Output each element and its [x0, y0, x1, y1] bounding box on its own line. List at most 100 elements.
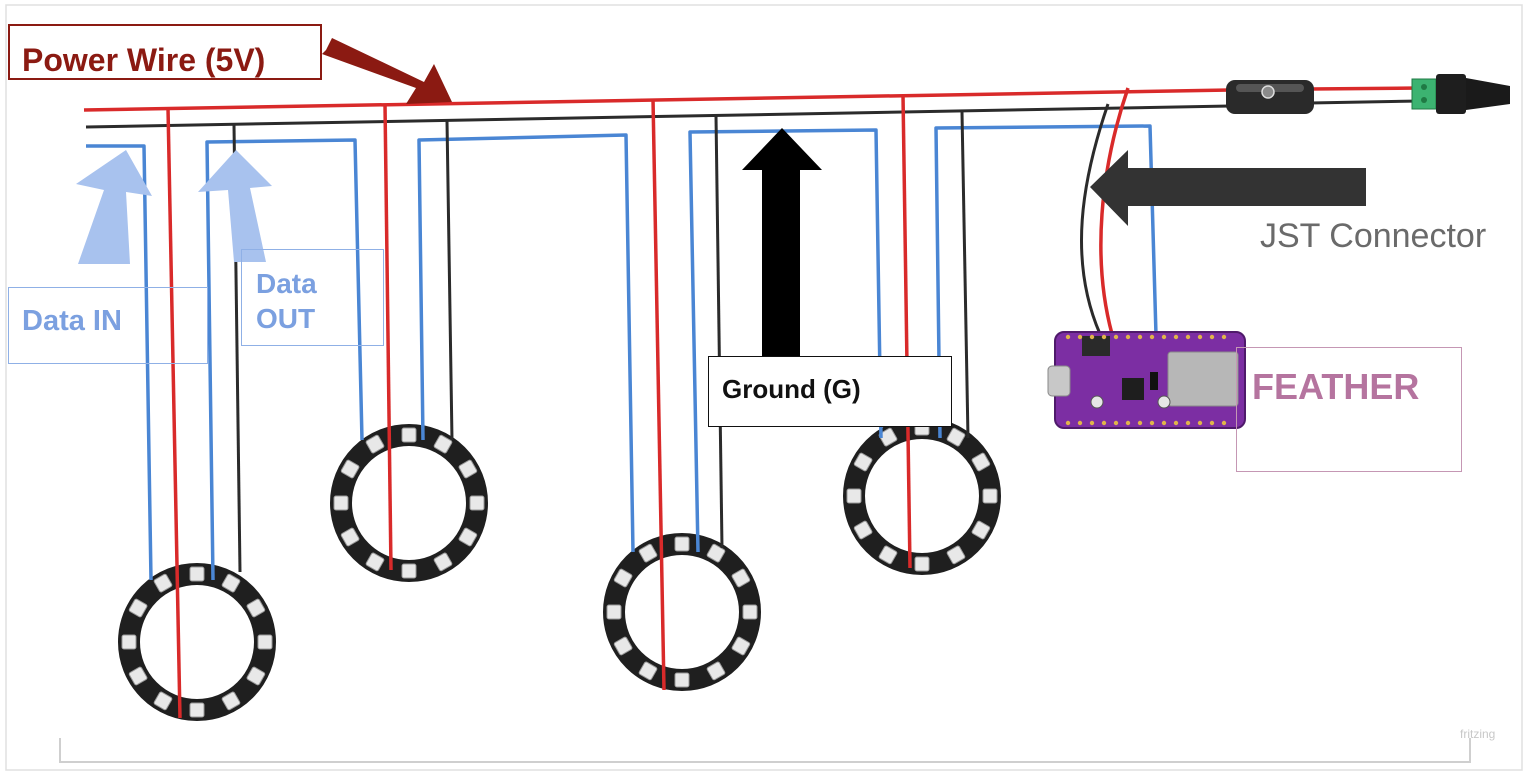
- feather-pin: [1161, 334, 1167, 340]
- ground-bus: [85, 104, 1231, 129]
- led-pixel: [731, 568, 751, 588]
- led-pixel: [433, 552, 453, 572]
- feather-pin: [1209, 334, 1215, 340]
- jst-connector-label: JST Connector: [1260, 217, 1487, 255]
- led-pixel: [458, 459, 478, 479]
- data-wires: [86, 124, 1158, 581]
- led-pixel: [257, 634, 273, 650]
- feather-pin: [1173, 420, 1179, 426]
- jst-arrow-icon: [1090, 150, 1366, 226]
- feather-pin: [1221, 420, 1227, 426]
- led-pixel: [613, 636, 633, 656]
- led-pixel: [982, 488, 998, 504]
- led-pixel: [128, 598, 148, 618]
- led-pixel: [333, 495, 349, 511]
- led-pixel: [706, 661, 726, 681]
- led-pixel: [121, 634, 137, 650]
- jst-power-lead: [1099, 87, 1130, 335]
- ground-arrow-icon: [742, 128, 822, 362]
- led-pixel: [971, 452, 991, 472]
- feather-pin: [1197, 334, 1203, 340]
- led-pixel: [731, 636, 751, 656]
- led-ring-4: [843, 417, 1001, 575]
- led-pixel: [674, 672, 690, 688]
- feather-label-box: [1236, 347, 1462, 472]
- data-out-label: Data OUT: [256, 268, 317, 334]
- power-label-box: [8, 24, 322, 80]
- feather-pin: [1161, 420, 1167, 426]
- led-pixel: [946, 427, 966, 447]
- led-pixel: [246, 598, 266, 618]
- feather-pin: [1065, 420, 1071, 426]
- feather-pin: [1089, 420, 1095, 426]
- power-drop-1: [166, 107, 182, 719]
- data-wire-4-out: [934, 124, 1158, 439]
- led-pixel: [153, 573, 173, 593]
- led-pixel: [613, 568, 633, 588]
- led-ring-1: [118, 563, 276, 721]
- dc-barrel-plug: [1411, 74, 1510, 114]
- led-pixel: [433, 434, 453, 454]
- led-pixel: [401, 563, 417, 579]
- data-wire-in: [86, 144, 153, 581]
- led-pixel: [853, 520, 873, 540]
- led-pixel: [853, 452, 873, 472]
- led-pixel: [914, 556, 930, 572]
- led-pixel: [638, 661, 658, 681]
- power-bus: [83, 88, 1231, 112]
- frame-border: [5, 4, 1523, 771]
- led-pixel: [971, 520, 991, 540]
- led-pixel: [606, 604, 622, 620]
- led-pixel: [153, 691, 173, 711]
- feather-label: FEATHER: [1252, 366, 1420, 407]
- feather-pin: [1185, 334, 1191, 340]
- ground-bus-to-plug: [1309, 99, 1421, 105]
- power-arrow-icon: [322, 38, 452, 104]
- feather-pin: [1113, 334, 1119, 340]
- led-pixel: [706, 543, 726, 563]
- ground-drop-3: [714, 115, 724, 549]
- feather-pin: [1173, 334, 1179, 340]
- led-pixel: [878, 545, 898, 565]
- data-out-arrow-icon: [198, 150, 272, 262]
- feather-pin: [1221, 334, 1227, 340]
- led-pixel: [946, 545, 966, 565]
- ground-label: Ground (G): [722, 374, 861, 404]
- feather-pin-headers: [1065, 334, 1227, 426]
- led-ring-2: [330, 424, 488, 582]
- feather-pin: [1125, 334, 1131, 340]
- led-pixel: [846, 488, 862, 504]
- led-pixel: [401, 427, 417, 443]
- inline-switch: [1226, 80, 1314, 114]
- feather-pin: [1125, 420, 1131, 426]
- feather-pin: [1065, 334, 1071, 340]
- data-in-arrow-icon: [76, 150, 152, 264]
- power-wire-label: Power Wire (5V): [22, 42, 266, 78]
- led-pixel: [189, 702, 205, 718]
- led-pixel: [221, 573, 241, 593]
- power-bus-to-plug: [1309, 86, 1421, 91]
- led-pixel: [128, 666, 148, 686]
- led-rings: [118, 417, 1001, 721]
- fritzing-watermark: fritzing: [1460, 727, 1496, 741]
- led-pixel: [742, 604, 758, 620]
- feather-pin: [1137, 334, 1143, 340]
- data-in-label-box: [8, 287, 208, 364]
- led-pixel: [458, 527, 478, 547]
- led-pixel: [340, 527, 360, 547]
- feather-pin: [1209, 420, 1215, 426]
- led-pixel: [340, 459, 360, 479]
- feather-pin: [1101, 420, 1107, 426]
- feather-pin: [1137, 420, 1143, 426]
- ground-drop-2: [445, 120, 454, 441]
- power-drop-2: [383, 103, 393, 571]
- ground-wires: [85, 99, 1421, 573]
- led-pixel: [469, 495, 485, 511]
- led-pixel: [189, 566, 205, 582]
- feather-pin: [1089, 334, 1095, 340]
- data-wire-1-out: [205, 138, 364, 581]
- led-pixel: [674, 536, 690, 552]
- led-pixel: [246, 666, 266, 686]
